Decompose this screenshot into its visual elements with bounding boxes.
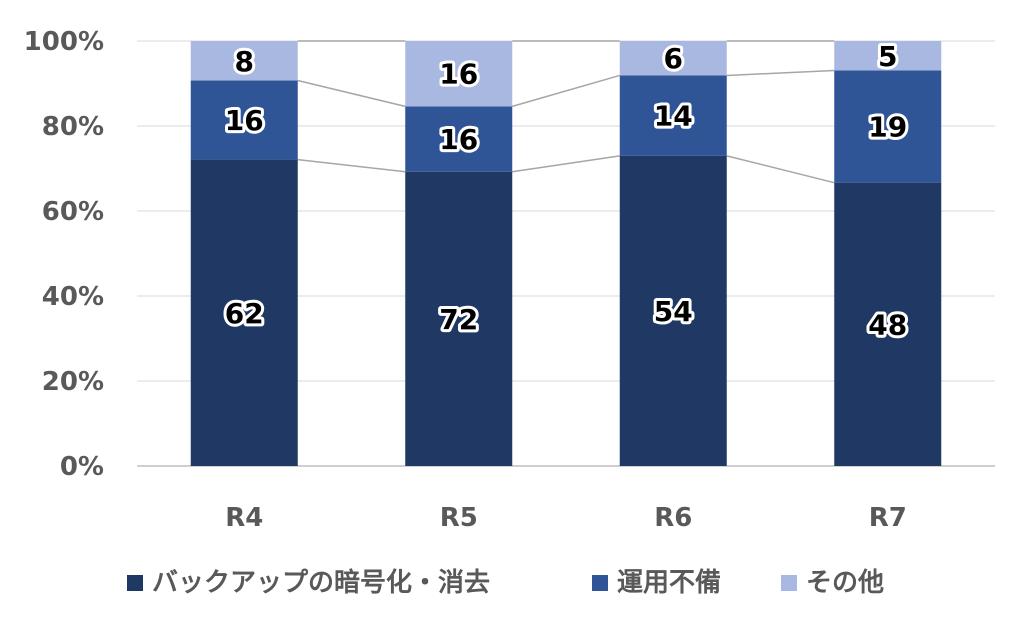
bar-segment — [405, 41, 513, 107]
legend-swatch — [781, 575, 797, 591]
data-labels: 62 16 8 72 16 16 54 14 6 48 19 5 — [222, 37, 910, 345]
bar-segment — [619, 155, 727, 466]
bar-segment — [619, 41, 727, 76]
y-tick-label: 0% — [60, 452, 104, 482]
data-label: 16 — [439, 123, 478, 156]
x-tick-label: R4 — [225, 503, 263, 533]
series-line — [297, 158, 406, 173]
legend-swatch — [592, 575, 608, 591]
legend-label: バックアップの暗号化・消去 — [152, 568, 490, 598]
x-tick-label: R5 — [440, 503, 478, 533]
data-label: 14 — [654, 100, 693, 133]
y-tick-label: 60% — [42, 197, 104, 227]
series-line — [726, 69, 835, 77]
bars — [190, 41, 942, 466]
x-tick-label: R7 — [869, 503, 907, 533]
data-label: 16 — [439, 58, 478, 91]
series-line — [512, 155, 620, 173]
series-line — [726, 155, 835, 184]
y-tick-label: 80% — [42, 112, 104, 142]
legend-label: 運用不備 — [617, 567, 721, 598]
data-label: 5 — [878, 40, 897, 73]
bar-segment — [405, 106, 513, 172]
data-label: 48 — [868, 308, 907, 341]
legend: バックアップの暗号化・消去 運用不備 その他 — [127, 567, 884, 598]
bar-segment — [834, 41, 942, 71]
data-label: 16 — [225, 104, 264, 137]
bar-segment — [834, 70, 942, 183]
y-tick-label: 40% — [42, 282, 104, 312]
y-tick-label: 20% — [42, 367, 104, 397]
y-axis: 0% 20% 40% 60% 80% 100% — [24, 27, 104, 482]
y-tick-label: 100% — [24, 27, 104, 57]
bar-segment — [190, 41, 298, 81]
data-label: 54 — [654, 295, 693, 328]
bar-segment — [190, 80, 298, 160]
x-axis: R4 R5 R6 R7 — [225, 503, 907, 533]
series-line — [512, 74, 620, 108]
bar-segment — [834, 182, 942, 466]
data-label: 62 — [225, 297, 264, 330]
series-line — [297, 79, 406, 108]
bar-segment — [405, 171, 513, 466]
series-lines — [297, 40, 835, 184]
legend-label: その他 — [806, 568, 884, 598]
legend-swatch — [127, 575, 143, 591]
data-label: 6 — [664, 42, 683, 75]
x-tick-label: R6 — [654, 503, 692, 533]
bar-segment — [619, 75, 727, 156]
data-label: 8 — [235, 45, 254, 78]
data-label: 72 — [439, 303, 478, 336]
data-label: 19 — [868, 111, 907, 144]
bar-segment — [190, 159, 298, 466]
